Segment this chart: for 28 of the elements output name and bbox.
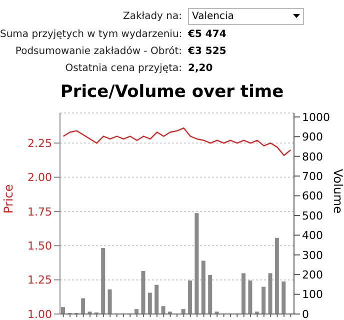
y-tick-label: 2.25 [28, 136, 52, 150]
y2-tick-label: 200 [302, 268, 323, 282]
y-tick-label: 1.75 [28, 205, 52, 218]
y-tick-label: 2.00 [28, 171, 52, 184]
dropdown-field: Valencia [188, 8, 304, 24]
y2-tick-label: 700 [302, 170, 323, 183]
y2-axis-title: Volume [330, 168, 344, 214]
y2-tick-label: 400 [302, 229, 323, 242]
text: Podsumowanie zakładów - Obrót: [14, 46, 183, 57]
y2-tick-label: 300 [302, 248, 323, 262]
y-tick-label: 1.50 [28, 240, 52, 253]
y2-tick-label: 900 [302, 130, 323, 144]
y2-tick-label: 600 [302, 190, 323, 203]
y2-tick-label: 500 [302, 209, 323, 222]
text: €5 474 [188, 29, 226, 40]
y-tick-label: 1.00 [28, 308, 52, 320]
y2-tick-label: 800 [302, 150, 323, 164]
y2-tick-label: 100 [302, 288, 323, 302]
text: 2,20 [188, 63, 213, 74]
y-tick-label: 1.25 [28, 274, 52, 287]
text: Ostatnia cena przyjęta: [64, 63, 183, 74]
text: Suma przyjętych w tym wydarzeniu: [0, 29, 184, 40]
y2-tick-label: 0 [302, 308, 309, 320]
y2-tick-label: 1000 [302, 110, 330, 124]
text: Zakłady na: [122, 10, 183, 22]
text: €3 525 [188, 46, 226, 57]
chart-title: Price/Volume over time [59, 82, 285, 102]
y-axis-title: Price [1, 184, 16, 214]
